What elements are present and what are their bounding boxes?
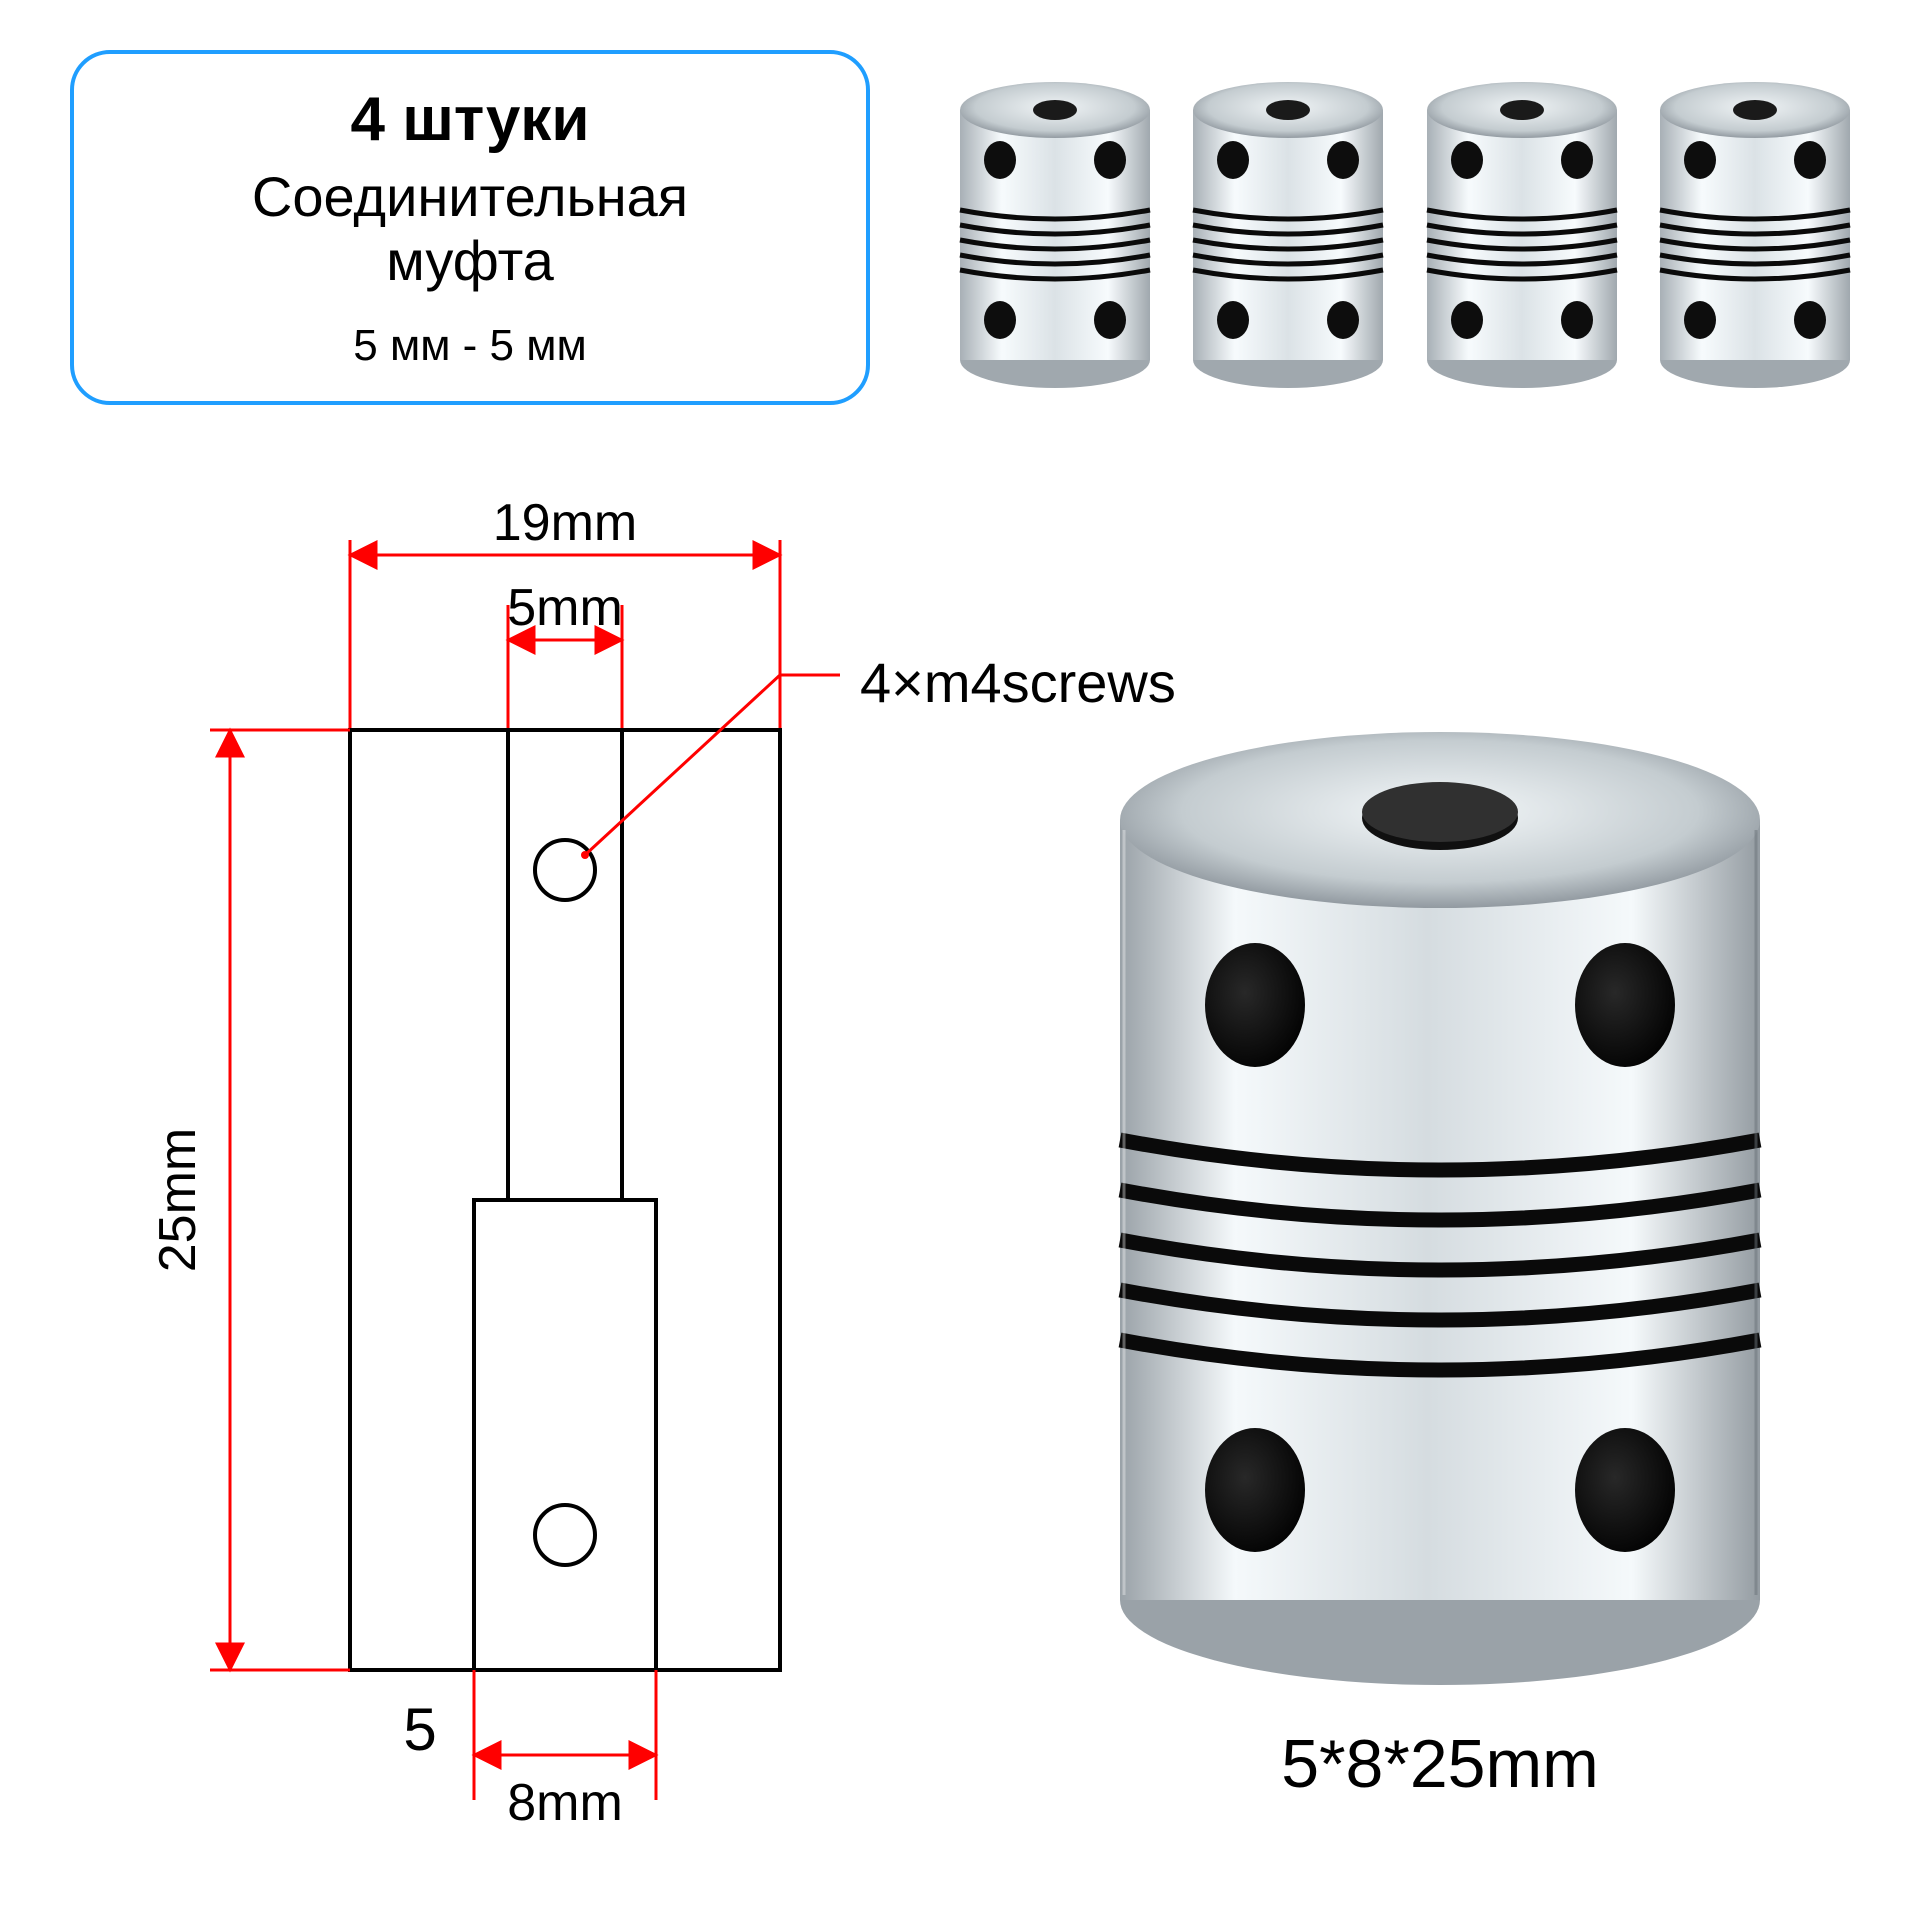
small-couplers-row — [950, 60, 1860, 400]
info-dim: 5 мм - 5 мм — [353, 321, 587, 371]
small-coupler-2 — [1183, 70, 1393, 390]
small-coupler-3 — [1417, 70, 1627, 390]
small-coupler-4 — [1650, 70, 1860, 390]
dim-25mm: 25mm — [149, 1128, 207, 1272]
big-coupler: 5*8*25mm — [1060, 700, 1820, 1800]
dim-19mm: 19mm — [493, 500, 637, 552]
info-subtitle-line1: Соединительная — [252, 165, 688, 228]
dim-five: 5 — [403, 1696, 436, 1763]
info-title: 4 штуки — [351, 84, 590, 155]
info-subtitle-line2: муфта — [386, 229, 554, 292]
dim-8mm: 8mm — [507, 1774, 623, 1832]
technical-diagram: 19mm 5mm 25mm 8mm — [60, 500, 980, 1850]
small-coupler-1 — [950, 70, 1160, 390]
big-coupler-label: 5*8*25mm — [1060, 1725, 1820, 1803]
info-box: 4 штуки Соединительная муфта 5 мм - 5 мм — [70, 50, 870, 405]
dim-5mm: 5mm — [507, 579, 623, 637]
info-subtitle: Соединительная муфта — [252, 165, 688, 294]
big-coupler-svg — [1080, 700, 1800, 1690]
